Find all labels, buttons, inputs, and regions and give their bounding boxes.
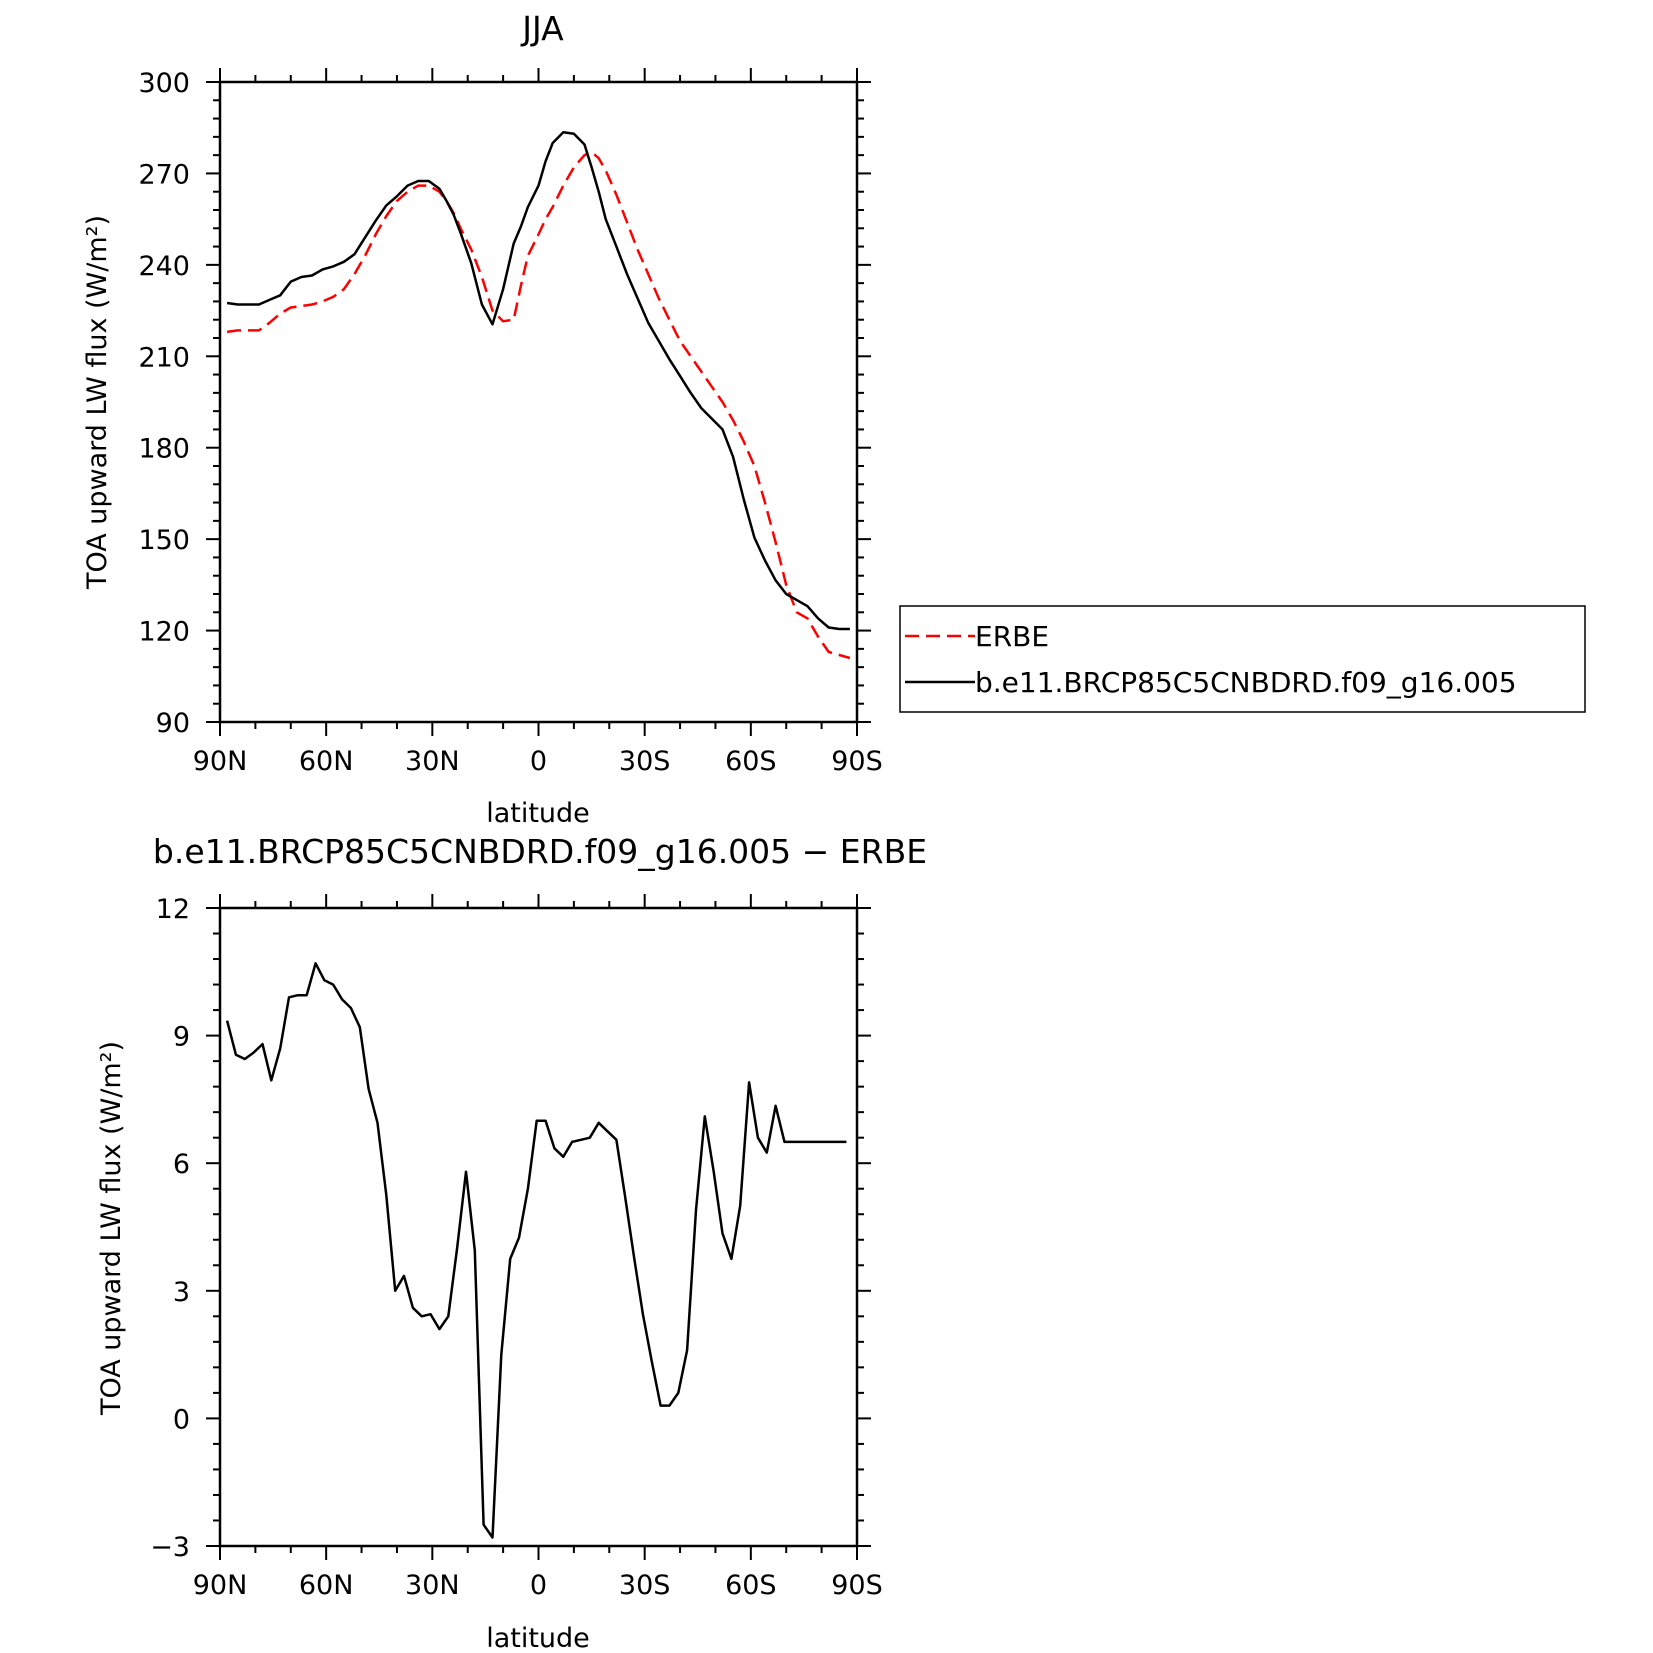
bottom-y-tick-label: 9 [173, 1022, 190, 1053]
top-y-axis-title: TOA upward LW flux (W/m²) [82, 215, 113, 590]
bottom-x-tick-label: 90S [831, 1570, 883, 1601]
legend-label-erbe: ERBE [975, 620, 1049, 653]
top-y-tick-label: 270 [138, 159, 190, 190]
bottom-y-tick-label: 0 [173, 1404, 190, 1435]
top-chart-title: JJA [520, 9, 564, 48]
top-x-axis-title: latitude [486, 798, 590, 829]
top-x-tick-labels: 90N 60N 30N 0 30S 60S 90S [193, 746, 883, 777]
bottom-panel: b.e11.BRCP85C5CNBDRD.f09_g16.005 − ERBE … [96, 832, 927, 1653]
bottom-plot-frame [218, 906, 859, 1548]
top-x-tick-label: 90N [193, 746, 248, 777]
top-x-tick-label: 60N [299, 746, 354, 777]
bottom-series-lines [225, 962, 847, 1539]
top-axis-ticks [206, 68, 871, 736]
bottom-y-tick-label: 12 [156, 894, 190, 925]
legend: ERBE b.e11.BRCP85C5CNBDRD.f09_g16.005 [899, 605, 1586, 713]
top-x-tick-label: 60S [725, 746, 777, 777]
top-y-tick-label: 240 [138, 251, 190, 282]
bottom-y-tick-labels: −3 0 3 6 9 12 [150, 894, 190, 1563]
top-y-tick-label: 90 [156, 708, 190, 739]
bottom-chart-title: b.e11.BRCP85C5CNBDRD.f09_g16.005 − ERBE [153, 832, 927, 871]
top-y-tick-label: 150 [138, 525, 190, 556]
top-series-line-1 [226, 131, 850, 631]
top-y-tick-label: 180 [138, 434, 190, 465]
bottom-x-tick-label: 90N [193, 1570, 248, 1601]
top-y-tick-labels: 90 120 150 180 210 240 270 300 [138, 68, 190, 739]
bottom-x-tick-label: 30S [619, 1570, 671, 1601]
top-y-tick-label: 300 [138, 68, 190, 99]
bottom-x-axis-title: latitude [486, 1623, 590, 1653]
top-series-line-0 [226, 150, 851, 660]
top-x-tick-label: 30N [405, 746, 460, 777]
bottom-y-tick-label: 6 [173, 1149, 190, 1180]
bottom-x-tick-label: 0 [530, 1570, 547, 1601]
bottom-x-tick-label: 60S [725, 1570, 777, 1601]
bottom-y-tick-label: −3 [150, 1532, 190, 1563]
bottom-x-tick-label: 30N [405, 1570, 460, 1601]
bottom-x-tick-label: 60N [299, 1570, 354, 1601]
bottom-y-tick-label: 3 [173, 1277, 190, 1308]
bottom-x-tick-labels: 90N 60N 30N 0 30S 60S 90S [193, 1570, 883, 1601]
top-x-tick-label: 90S [831, 746, 883, 777]
top-x-tick-label: 0 [530, 746, 547, 777]
top-series-lines [226, 131, 851, 660]
bottom-axis-ticks [206, 894, 871, 1560]
top-y-tick-label: 120 [138, 617, 190, 648]
top-y-tick-label: 210 [138, 342, 190, 373]
bottom-y-axis-title: TOA upward LW flux (W/m²) [96, 1041, 127, 1416]
legend-label-model: b.e11.BRCP85C5CNBDRD.f09_g16.005 [975, 666, 1517, 699]
legend-box [899, 605, 1586, 713]
top-panel: JJA 90 120 150 180 210 240 270 300 90N 60N 30N 0 30… [82, 9, 883, 829]
bottom-series-line-0 [225, 962, 847, 1539]
top-plot-frame [218, 80, 859, 724]
top-x-tick-label: 30S [619, 746, 671, 777]
